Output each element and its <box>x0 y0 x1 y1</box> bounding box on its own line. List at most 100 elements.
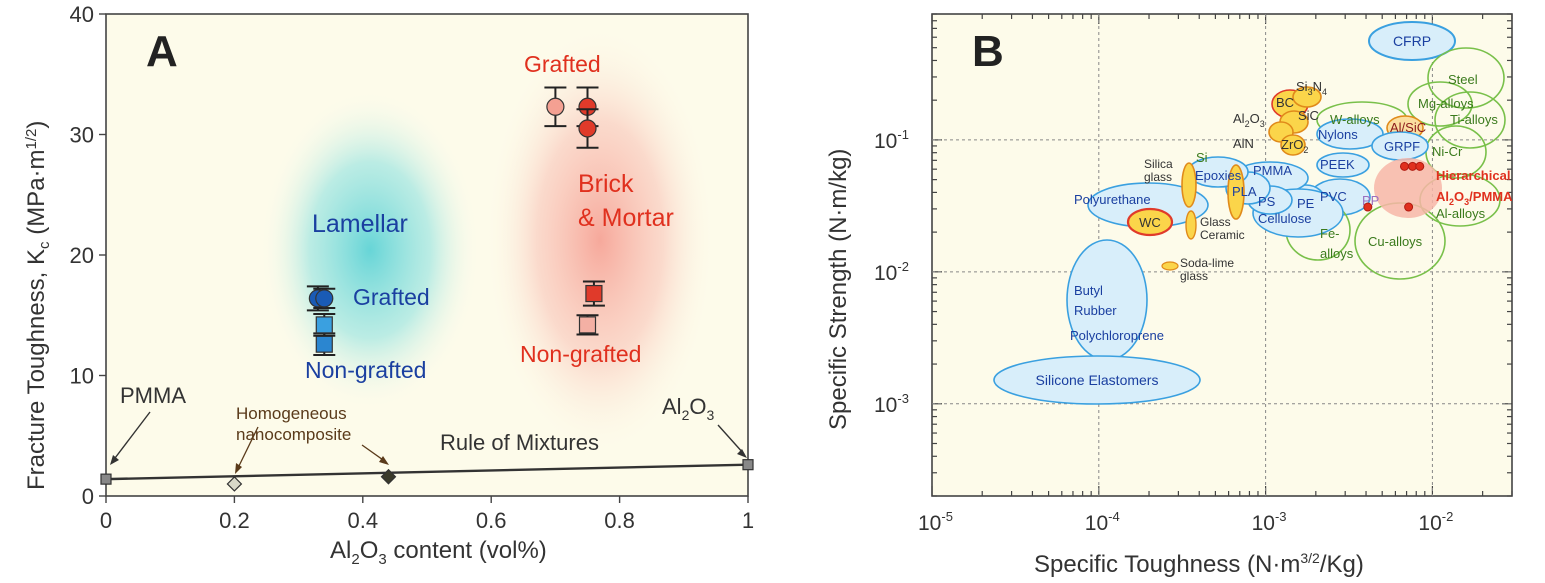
material-label-glass: Glass <box>1200 215 1231 229</box>
label-rule-of-mixtures: Rule of Mixtures <box>440 430 599 455</box>
panel-a-marks <box>100 86 754 492</box>
material-label-cfrp: CFRP <box>1393 33 1431 49</box>
arrowhead-pmma <box>110 455 119 465</box>
x-tick-label: 0 <box>100 508 112 533</box>
material-label-hierarchical: Hierarchical <box>1436 168 1510 183</box>
region-mg-alloys <box>1407 81 1473 127</box>
brick-mortar-grafted-point <box>578 119 597 138</box>
material-label-nylons: Nylons <box>1318 127 1358 142</box>
label-brick: Brick <box>578 170 634 198</box>
label-zro2: ZrO2 <box>1281 137 1308 155</box>
material-label-pmma: PMMA <box>1253 163 1292 178</box>
region-steel <box>1427 47 1505 109</box>
label-si3n4: Si3N4 <box>1296 79 1327 97</box>
label-homog-1: Homogeneous <box>236 404 347 423</box>
material-label-ti-alloys: Ti-alloys <box>1450 112 1498 127</box>
lamellar-region <box>260 90 480 410</box>
material-label-butyl: Butyl <box>1074 283 1103 298</box>
material-label-pla: PLA <box>1232 184 1257 199</box>
material-label-glass: glass <box>1180 269 1208 283</box>
hierarchical-point <box>1415 161 1425 171</box>
material-label-al-alloys: Al-alloys <box>1436 206 1486 221</box>
material-label-pe: PE <box>1297 196 1315 211</box>
y-tick-label: 10-2 <box>874 259 909 285</box>
region-peek <box>1316 152 1370 178</box>
x-tick-label: 10-2 <box>1418 509 1453 535</box>
label-pmma: PMMA <box>120 383 186 408</box>
material-label-pvc: PVC <box>1320 189 1347 204</box>
panel-b-marks <box>1363 161 1425 212</box>
homogeneous-nanocomposite-point <box>226 476 243 492</box>
material-label-ps: PS <box>1258 194 1276 209</box>
y-tick-label: 0 <box>82 484 94 509</box>
x-tick-label: 10-5 <box>918 509 953 535</box>
region-si3n4 <box>1292 86 1322 108</box>
label-bm-grafted: Grafted <box>524 51 601 77</box>
material-label-wc: WC <box>1139 215 1161 230</box>
arrow-al2o3 <box>717 424 745 455</box>
label-al2o3: Al2O3 <box>662 394 714 423</box>
material-label-polyurethane: Polyurethane <box>1074 192 1151 207</box>
region-si <box>1181 162 1197 208</box>
material-label-bc: BC <box>1276 95 1294 110</box>
material-label-grpf: GRPF <box>1384 139 1420 154</box>
material-label-silica: Silica <box>1144 157 1173 171</box>
material-label-soda-lime: Soda-lime <box>1180 256 1234 270</box>
y-tick-label: 10-1 <box>874 127 909 153</box>
lamellar-non-grafted-point <box>315 335 333 353</box>
x-tick-label: 1 <box>742 508 754 533</box>
brick-mortar-grafted-point <box>546 97 565 116</box>
panel-b: 10-5 10-4 10-3 10-2 10-3 10-2 10-1 <box>825 13 1513 578</box>
material-label-alloys: alloys <box>1320 246 1354 261</box>
hierarchical-point <box>1363 202 1373 212</box>
material-label-cellulose: Cellulose <box>1258 211 1311 226</box>
x-tick-label: 0.2 <box>219 508 250 533</box>
panel-a-ylabel: Fracture Toughness, Kc (MPa·m1/2) <box>23 121 53 490</box>
lamellar-non-grafted-point <box>315 316 333 334</box>
brick-mortar-non-grafted-point <box>585 284 603 303</box>
panel-a-xlabel: Al2O3 content (vol%) <box>330 537 547 568</box>
region-cfrp <box>1368 21 1456 61</box>
region-silicone <box>993 355 1201 405</box>
arrowhead-homog-2 <box>379 456 389 465</box>
arrow-pmma <box>111 411 151 463</box>
material-label-ceramic: Ceramic <box>1200 228 1245 242</box>
y-tick-label: 30 <box>70 123 94 148</box>
lamellar-grafted-point <box>315 289 334 308</box>
y-tick-label: 10-3 <box>874 391 909 417</box>
region-zro2 <box>1280 134 1306 156</box>
label-lamellar: Lamellar <box>312 210 408 238</box>
x-tick-label: 10-4 <box>1085 509 1120 535</box>
al2o3-point <box>742 459 754 471</box>
material-label-ni-cr: Ni-Cr <box>1432 144 1463 159</box>
label-lamellar-grafted: Grafted <box>353 284 430 310</box>
pmma-point <box>100 473 112 485</box>
panel-b-letter: B <box>972 27 1004 76</box>
y-tick-label: 20 <box>70 243 94 268</box>
material-label-aln: AlN <box>1233 136 1254 151</box>
x-tick-label: 0.4 <box>348 508 379 533</box>
material-label-steel: Steel <box>1448 72 1478 87</box>
x-tick-label: 0.8 <box>604 508 635 533</box>
material-label-mg-alloys: Mg-alloys <box>1418 96 1474 111</box>
label-bm-nongrafted: Non-grafted <box>520 341 641 367</box>
material-label-si: Si <box>1196 150 1208 165</box>
material-label-al-sic: Al/SiC <box>1390 120 1426 135</box>
material-label-epoxies: Epoxies <box>1195 168 1242 183</box>
material-label-polychloroprene: Polychloroprene <box>1070 328 1164 343</box>
rule-of-mixtures-line <box>105 463 749 481</box>
formula-labels: Si3N4 Al2O3 ZrO2 Al2O3/PMMA <box>1233 79 1513 207</box>
x-tick-label: 0.6 <box>476 508 507 533</box>
region-ti-alloys <box>1434 91 1506 149</box>
material-label-glass: glass <box>1144 170 1172 184</box>
arrow-homog-1 <box>236 426 259 471</box>
panel-b-plot-area <box>931 13 1513 497</box>
material-regions <box>993 21 1506 405</box>
hierarchical-point <box>1404 202 1414 212</box>
brick-mortar-non-grafted-point <box>578 316 597 334</box>
arrowhead-homog-1 <box>235 463 242 474</box>
